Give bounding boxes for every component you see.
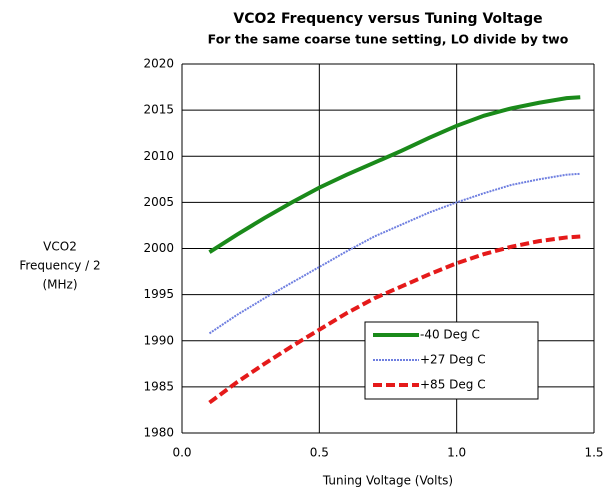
y-tick-label: 2000 bbox=[143, 241, 174, 255]
x-tick-label: 0.0 bbox=[172, 446, 191, 460]
series-line bbox=[208, 234, 581, 405]
y-tick-label: 2015 bbox=[143, 103, 174, 117]
chart-subtitle: For the same coarse tune setting, LO div… bbox=[208, 32, 569, 47]
y-tick-label: 2020 bbox=[143, 57, 174, 71]
y-tick-label: 2005 bbox=[143, 195, 174, 209]
legend-label: +85 Deg C bbox=[420, 378, 486, 392]
chart-title: VCO2 Frequency versus Tuning Voltage bbox=[233, 11, 542, 27]
y-axis-label: VCO2 bbox=[43, 240, 77, 254]
y-tick-label: 1995 bbox=[143, 287, 174, 301]
legend-label: -40 Deg C bbox=[420, 328, 480, 342]
x-tick-label: 1.5 bbox=[584, 446, 603, 460]
y-tick-label: 1980 bbox=[143, 426, 174, 440]
series-line bbox=[208, 95, 581, 254]
x-axis-label: Tuning Voltage (Volts) bbox=[322, 474, 453, 488]
y-tick-label: 2010 bbox=[143, 149, 174, 163]
legend-label: +27 Deg C bbox=[420, 353, 486, 367]
series-line bbox=[208, 172, 581, 335]
y-tick-label: 1990 bbox=[143, 333, 174, 347]
x-tick-label: 0.5 bbox=[310, 446, 329, 460]
y-axis-label: (MHz) bbox=[42, 278, 77, 292]
y-tick-label: 1985 bbox=[143, 379, 174, 393]
x-tick-label: 1.0 bbox=[447, 446, 466, 460]
y-axis-label: Frequency / 2 bbox=[19, 259, 100, 273]
